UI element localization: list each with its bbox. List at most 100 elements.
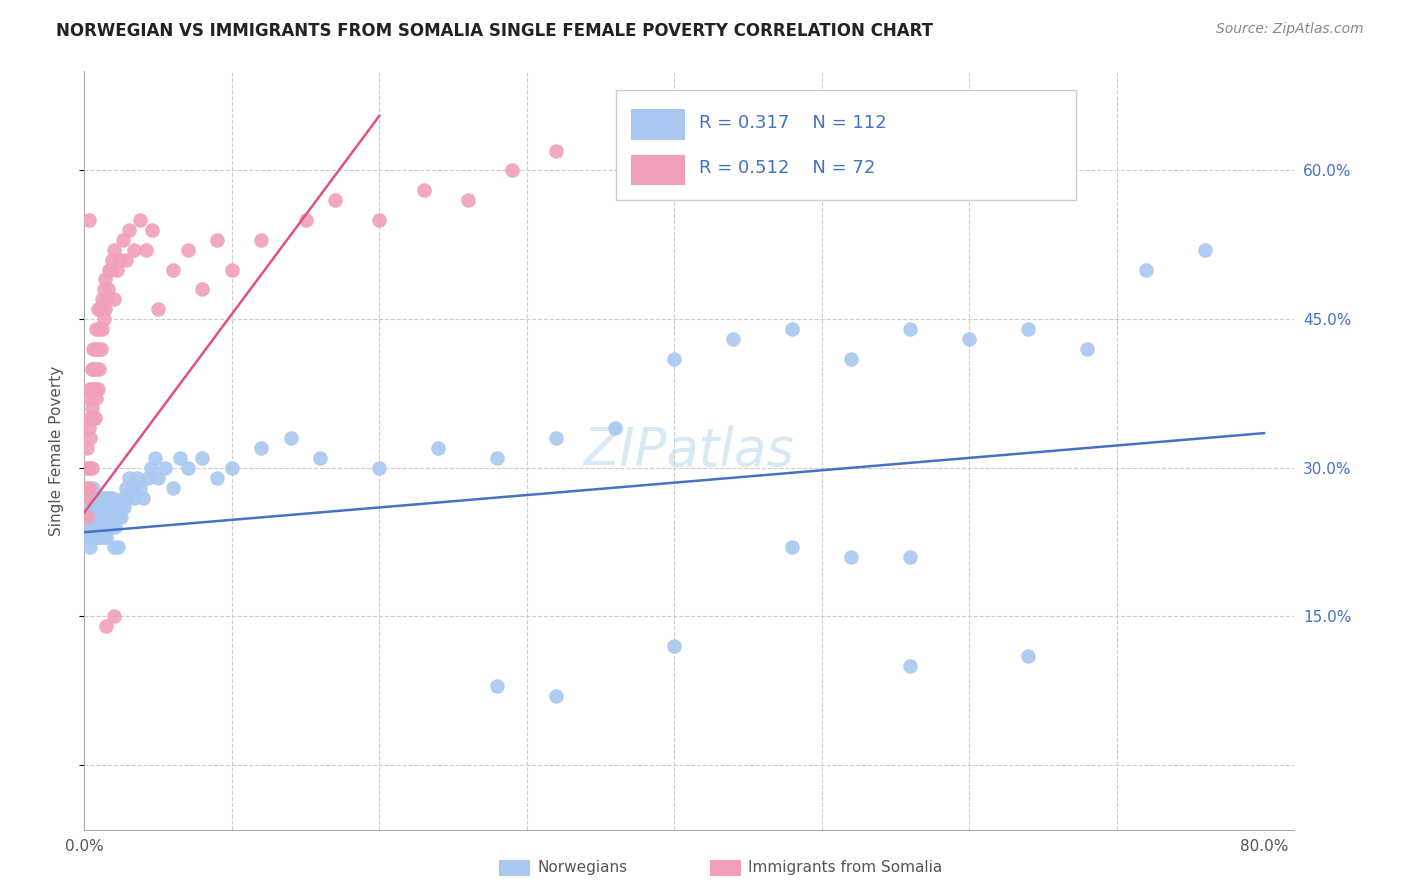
Point: [87, 322, 110, 336]
Point: [127, 471, 149, 485]
Point: [79, 491, 101, 505]
Point: [96, 530, 118, 544]
Point: [87, 510, 110, 524]
Point: [155, 460, 177, 475]
Point: [103, 500, 125, 515]
Point: [114, 252, 136, 267]
Point: [146, 302, 169, 317]
Bar: [631, 155, 685, 186]
Point: [191, 282, 214, 296]
Point: [100, 500, 122, 515]
Point: [84, 530, 107, 544]
Point: [117, 471, 139, 485]
Point: [76, 510, 98, 524]
Point: [76, 510, 98, 524]
Point: [82, 520, 104, 534]
Point: [80, 500, 103, 515]
Point: [898, 549, 921, 564]
Point: [221, 460, 243, 475]
Point: [82, 342, 104, 356]
Point: [86, 500, 108, 515]
Point: [146, 471, 169, 485]
Point: [205, 233, 228, 247]
Point: [101, 491, 124, 505]
Point: [77, 500, 100, 515]
Point: [839, 351, 862, 366]
Point: [91, 520, 114, 534]
Point: [100, 262, 122, 277]
Text: Norwegians: Norwegians: [537, 861, 627, 875]
Point: [77, 213, 100, 227]
Point: [77, 460, 100, 475]
Point: [605, 421, 627, 435]
Point: [96, 510, 118, 524]
Point: [76, 441, 98, 455]
Point: [108, 500, 131, 515]
Point: [97, 520, 120, 534]
Point: [75, 460, 97, 475]
Point: [101, 252, 124, 267]
Point: [101, 510, 124, 524]
Point: [79, 382, 101, 396]
Point: [80, 510, 103, 524]
Point: [957, 332, 980, 346]
Point: [110, 510, 132, 524]
Point: [898, 322, 921, 336]
Point: [83, 520, 105, 534]
Point: [87, 520, 110, 534]
Point: [93, 312, 115, 326]
Point: [117, 223, 139, 237]
Point: [82, 500, 104, 515]
Point: [664, 639, 686, 653]
Point: [100, 520, 122, 534]
Point: [96, 293, 118, 307]
Point: [1017, 649, 1039, 664]
Point: [546, 431, 568, 445]
Point: [76, 530, 98, 544]
Point: [250, 441, 273, 455]
Point: [94, 302, 117, 317]
Point: [97, 282, 120, 296]
Point: [105, 510, 128, 524]
Point: [780, 540, 803, 554]
Point: [486, 450, 509, 465]
Point: [83, 510, 105, 524]
Point: [80, 361, 103, 376]
Text: ZIPatlas: ZIPatlas: [583, 425, 794, 476]
Text: R = 0.512    N = 72: R = 0.512 N = 72: [699, 160, 875, 178]
Point: [83, 411, 105, 425]
Point: [79, 510, 101, 524]
Point: [91, 500, 114, 515]
Point: [80, 401, 103, 416]
Point: [87, 361, 110, 376]
Point: [115, 491, 138, 505]
Point: [80, 510, 103, 524]
Point: [90, 302, 112, 317]
Point: [83, 342, 105, 356]
Point: [162, 481, 184, 495]
Point: [86, 530, 108, 544]
Point: [86, 302, 108, 317]
Point: [323, 193, 346, 207]
Point: [664, 351, 686, 366]
Point: [294, 213, 316, 227]
Point: [136, 471, 159, 485]
Point: [121, 481, 143, 495]
Point: [280, 431, 302, 445]
Point: [82, 361, 104, 376]
Text: Source: ZipAtlas.com: Source: ZipAtlas.com: [1216, 22, 1364, 37]
Point: [124, 243, 146, 257]
Point: [93, 510, 115, 524]
Point: [135, 243, 157, 257]
Point: [98, 510, 121, 524]
Point: [90, 342, 112, 356]
Point: [129, 213, 152, 227]
Point: [91, 293, 114, 307]
Point: [82, 481, 104, 495]
Point: [309, 450, 332, 465]
Point: [898, 659, 921, 673]
Point: [96, 491, 118, 505]
Point: [90, 491, 112, 505]
Point: [77, 392, 100, 406]
Point: [84, 491, 107, 505]
